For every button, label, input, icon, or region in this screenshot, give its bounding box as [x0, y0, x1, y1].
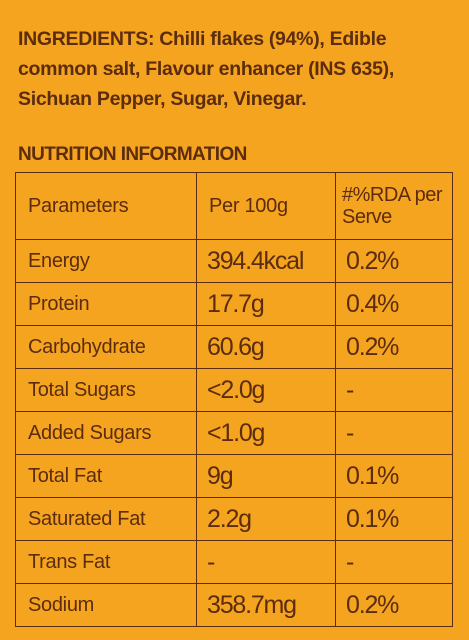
table-row: Saturated Fat 2.2g 0.1% [15, 497, 453, 541]
table-row: Total Sugars <2.0g - [15, 368, 453, 412]
table-row: Sodium 358.7mg 0.2% [15, 583, 453, 627]
table-cell: Protein [15, 282, 197, 326]
table-cell: Trans Fat [15, 540, 197, 584]
table-cell: Energy [15, 239, 197, 283]
table-cell: Total Sugars [15, 368, 197, 412]
table-cell: Parameters [15, 172, 197, 240]
nutrition-title: NUTRITION INFORMATION [18, 144, 247, 165]
table-cell: 0.2% [335, 583, 453, 627]
table-cell: <1.0g [196, 411, 336, 455]
table-row: Added Sugars <1.0g - [15, 411, 453, 455]
table-cell: #%RDA per Serve [335, 172, 453, 240]
table-row: Carbohydrate 60.6g 0.2% [15, 325, 453, 369]
table-cell: Carbohydrate [15, 325, 197, 369]
table-cell: 0.2% [335, 239, 453, 283]
table-cell: - [335, 411, 453, 455]
table-cell: 0.4% [335, 282, 453, 326]
table-cell: - [196, 540, 336, 584]
table-cell: Total Fat [15, 454, 197, 498]
table-cell: Added Sugars [15, 411, 197, 455]
table-cell: 9g [196, 454, 336, 498]
table-cell: 358.7mg [196, 583, 336, 627]
ingredients: INGREDIENTS: Chilli flakes (94%), Edible… [18, 28, 394, 110]
table-cell: - [335, 368, 453, 412]
table-cell: Saturated Fat [15, 497, 197, 541]
table-cell: 60.6g [196, 325, 336, 369]
table-row: Total Fat 9g 0.1% [15, 454, 453, 498]
table-cell: 17.7g [196, 282, 336, 326]
table-row: Energy 394.4kcal 0.2% [15, 239, 453, 283]
table-cell: - [335, 540, 453, 584]
table-cell: 0.1% [335, 497, 453, 541]
nutrition-table: Parameters Per 100g #%RDA per Serve Energy 3… [15, 172, 453, 627]
table-cell: 0.1% [335, 454, 453, 498]
header-row: Parameters Per 100g #%RDA per Serve [15, 172, 453, 240]
table-cell: 394.4kcal [196, 239, 336, 283]
table-cell: Per 100g [196, 172, 336, 240]
table-cell: <2.0g [196, 368, 336, 412]
table-cell: Sodium [15, 583, 197, 627]
table-row: Trans Fat - - [15, 540, 453, 584]
table-row: Protein 17.7g 0.4% [15, 282, 453, 326]
table-cell: 2.2g [196, 497, 336, 541]
table-cell: 0.2% [335, 325, 453, 369]
